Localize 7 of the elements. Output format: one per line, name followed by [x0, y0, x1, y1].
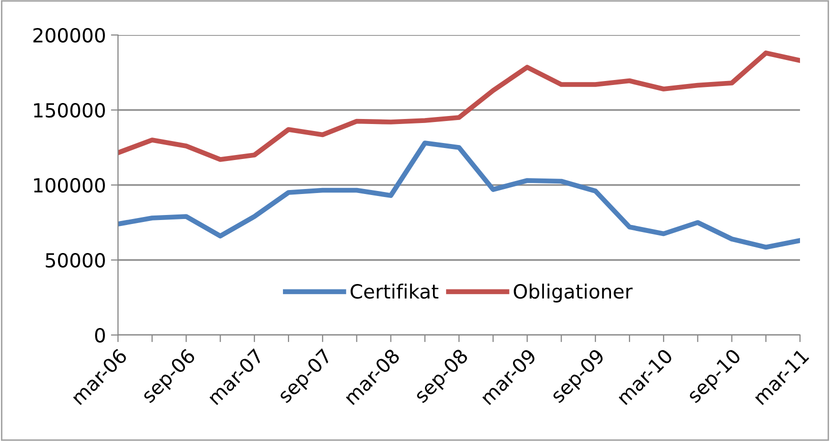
y-tick-label: 0 [95, 328, 105, 343]
legend-label: Obligationer [514, 284, 633, 302]
y-tick-label: 100000 [34, 178, 105, 193]
y-tick-label: 150000 [34, 102, 105, 118]
y-tick-label: 50000 [46, 252, 105, 268]
legend-label: Certifikat [350, 284, 438, 299]
y-tick-label: 200000 [33, 28, 105, 43]
